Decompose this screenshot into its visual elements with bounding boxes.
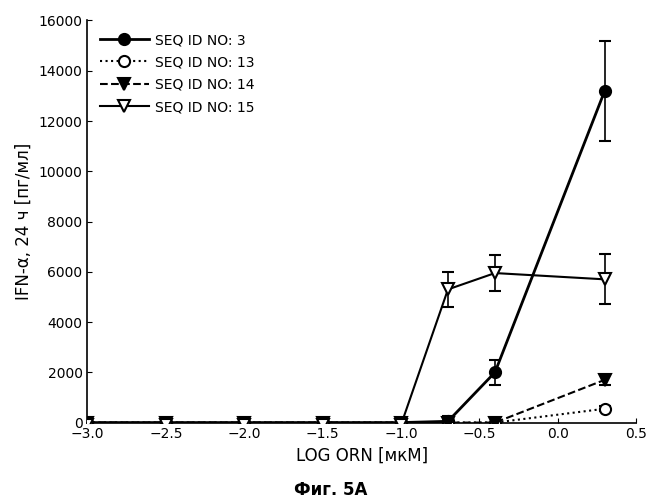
Text: Фиг. 5А: Фиг. 5А [295,481,367,499]
X-axis label: LOG ORN [мкМ]: LOG ORN [мкМ] [296,447,428,465]
Y-axis label: IFN-α, 24 ч [пг/мл]: IFN-α, 24 ч [пг/мл] [15,143,33,300]
Legend: SEQ ID NO: 3, SEQ ID NO: 13, SEQ ID NO: 14, SEQ ID NO: 15: SEQ ID NO: 3, SEQ ID NO: 13, SEQ ID NO: … [95,28,261,120]
